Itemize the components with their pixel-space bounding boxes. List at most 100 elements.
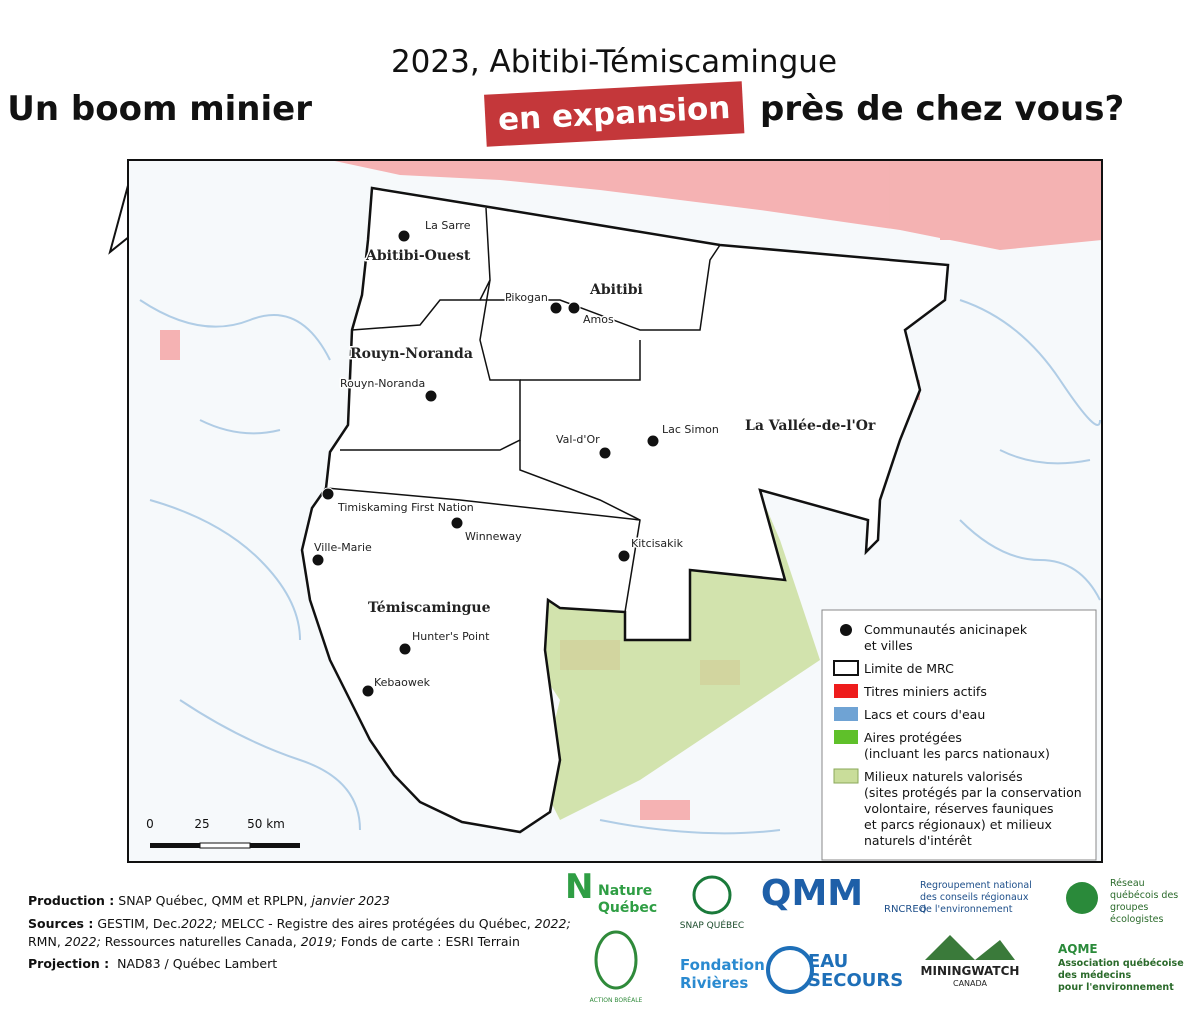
- legend-text: et parcs régionaux) et milieux: [864, 817, 1052, 832]
- legend-text: et villes: [864, 638, 913, 653]
- logo-text: des conseils régionaux: [920, 892, 1029, 903]
- logo-text: RNCREQ: [884, 904, 927, 915]
- logo-text: Rivières: [680, 974, 748, 992]
- logo-text: Fondation: [680, 956, 765, 974]
- credit-text: Ressources naturelles Canada,: [100, 934, 301, 949]
- community-dot: [361, 684, 375, 698]
- community-label: Winneway: [465, 530, 522, 543]
- logo-text: Association québécoise: [1058, 958, 1184, 969]
- legend-text: Communautés anicinapek: [864, 622, 1028, 637]
- highlight: en expansion: [484, 81, 745, 147]
- title-before: Un boom minier: [7, 89, 312, 129]
- map: Abitibi-Ouest Abitibi Rouyn-Noranda La V…: [128, 160, 1102, 862]
- credit-production: Production : SNAP Québec, QMM et RPLPN, …: [28, 893, 390, 908]
- highlight-box: [484, 81, 745, 147]
- credit-text: SNAP Québec, QMM et RPLPN,: [114, 893, 312, 908]
- mrc-label: Témiscamingue: [368, 600, 491, 616]
- logo-text: de l'environnement: [920, 904, 1013, 915]
- community-dot: [321, 487, 335, 501]
- logo-text: Québec: [598, 900, 657, 916]
- credit-sources-2: RMN, 2022; Ressources naturelles Canada,…: [28, 934, 520, 949]
- community-label: Kitcisakik: [631, 537, 684, 550]
- community-label: La Sarre: [425, 219, 471, 232]
- logo-text: CANADA: [953, 979, 988, 988]
- community-dot: [617, 549, 631, 563]
- community-dot: [397, 229, 411, 243]
- mrc-label: La Vallée-de-l'Or: [745, 418, 876, 434]
- legend: Communautés anicinapek et villes Limite …: [821, 609, 1097, 861]
- logo-text: Nature: [598, 883, 652, 899]
- scale-label: 25: [194, 817, 209, 831]
- community-label: Lac Simon: [662, 423, 719, 436]
- community-label: Kebaowek: [374, 676, 431, 689]
- legend-text: Titres miniers actifs: [863, 684, 987, 699]
- logo-text: pour l'environnement: [1058, 982, 1174, 993]
- logo-text: MININGWATCH: [921, 964, 1020, 978]
- community-label: Rouyn-Noranda: [340, 377, 425, 390]
- legend-text: Lacs et cours d'eau: [864, 707, 985, 722]
- communities: La Sarre Pikogan Amos Rouyn-Noranda Val-d'Or…: [311, 218, 720, 698]
- legend-text: Aires protégées: [864, 730, 962, 745]
- credit-text: GESTIM, Dec.: [93, 916, 182, 931]
- scale-label: 50 km: [247, 817, 285, 831]
- logo-text: SNAP QUÉBEC: [680, 919, 744, 931]
- mrc-label: Abitibi: [589, 282, 643, 298]
- logo-text: groupes: [1110, 902, 1148, 913]
- scale-bar: 0 25 50 km: [146, 817, 300, 849]
- logo-text: AQME: [1058, 942, 1098, 956]
- community-dot: [567, 301, 581, 315]
- legend-text: volontaire, réserves fauniques: [864, 801, 1054, 816]
- logo-text: écologistes: [1110, 914, 1164, 925]
- legend-text: (sites protégés par la conservation: [864, 785, 1082, 800]
- community-dot: [549, 301, 563, 315]
- logo-text: des médecins: [1058, 970, 1131, 981]
- logo-text: ACTION BORÉALE: [590, 996, 643, 1004]
- scale-label: 0: [146, 817, 154, 831]
- mrc-boundaries: [325, 207, 721, 613]
- credit-text: janvier 2023: [311, 893, 391, 908]
- credit-text: MELCC - Registre des aires protégées du …: [217, 916, 535, 931]
- community-label: Hunter's Point: [412, 630, 490, 643]
- legend-text: (incluant les parcs nationaux): [864, 746, 1050, 761]
- svg-text:N: N: [565, 867, 593, 907]
- credit-text: RMN,: [28, 934, 65, 949]
- title-after: près de chez vous?: [760, 89, 1124, 129]
- community-dot: [311, 553, 325, 567]
- community-label: Amos: [583, 313, 614, 326]
- logos: N Nature Québec SNAP QUÉBEC QMM Regroupe…: [565, 867, 1184, 1004]
- credit-label: Sources :: [28, 916, 94, 931]
- credit-text: 2022;: [534, 916, 571, 931]
- logo-text: Regroupement national: [920, 880, 1032, 891]
- mrc-label: Abitibi-Ouest: [365, 248, 471, 264]
- community-dot: [598, 446, 612, 460]
- credit-text: 2022;: [64, 934, 101, 949]
- map-frame: [127, 159, 1103, 863]
- credit-text: Fonds de carte : ESRI Terrain: [336, 934, 520, 949]
- logo-text: EAU: [808, 951, 848, 972]
- credit-sources: Sources : GESTIM, Dec.2022; MELCC - Regi…: [28, 916, 571, 931]
- community-label: Ville-Marie: [314, 541, 372, 554]
- legend-text: Limite de MRC: [864, 661, 954, 676]
- legend-box: [821, 609, 1097, 861]
- logo-text: QMM: [761, 873, 863, 914]
- credit-text: NAD83 / Québec Lambert: [109, 956, 278, 971]
- community-dot: [398, 642, 412, 656]
- credit-text: 2022;: [181, 916, 218, 931]
- credit-text: 2019;: [300, 934, 337, 949]
- legend-text: Milieux naturels valorisés: [864, 769, 1023, 784]
- credit-projection: Projection : NAD83 / Québec Lambert: [28, 956, 277, 971]
- community-dot: [646, 434, 660, 448]
- credit-label: Production :: [28, 893, 115, 908]
- legend-text: naturels d'intérêt: [864, 833, 972, 848]
- logo-text: Réseau: [1110, 878, 1145, 889]
- logo-text: québécois des: [1110, 890, 1178, 901]
- community-label: Timiskaming First Nation: [337, 501, 474, 514]
- mrc-label-group: Abitibi-Ouest Abitibi Rouyn-Noranda La V…: [349, 247, 878, 618]
- community-label: Pikogan: [505, 291, 548, 304]
- community-dot: [424, 389, 438, 403]
- logo-text: SECOURS: [808, 970, 903, 991]
- outside-lakes: [139, 299, 1101, 835]
